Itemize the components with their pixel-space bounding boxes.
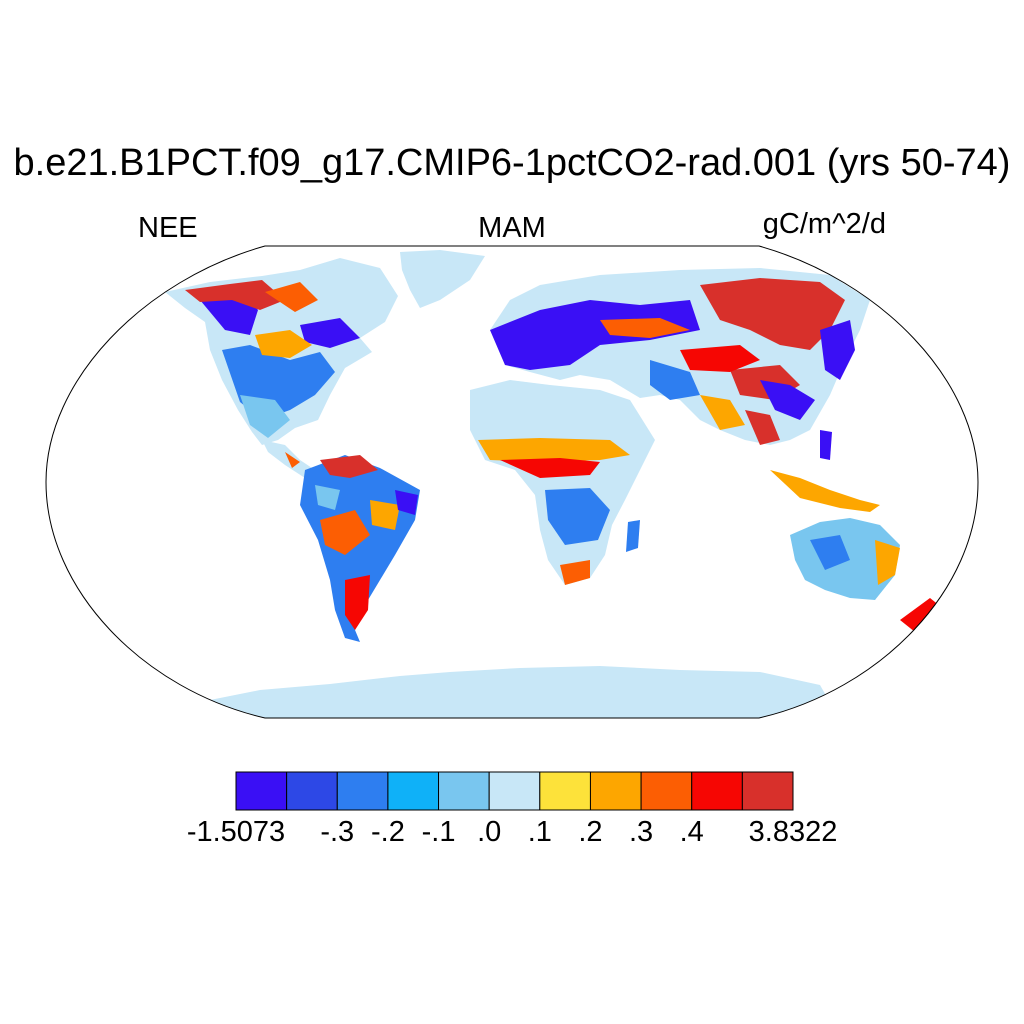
colorbar-tick-label: -1.5073: [186, 816, 286, 848]
colorbar-box: [438, 771, 490, 811]
colorbar-tick-label: .2: [578, 816, 603, 848]
colorbar-box: [741, 771, 794, 811]
antarctica: [200, 666, 840, 718]
colorbar-box: [336, 771, 389, 811]
land-fields: [165, 250, 940, 718]
colorbar-tick-label: .3: [628, 816, 654, 848]
colorbar-box: [387, 771, 440, 811]
colorbar-tick-label: -.1: [421, 816, 456, 848]
colorbar-box: [589, 771, 642, 811]
colorbar-tick-label: .1: [527, 816, 552, 848]
colorbar-tick-label: -.2: [370, 816, 405, 848]
colorbar-box: [235, 771, 288, 811]
colorbar-box: [286, 771, 338, 811]
colorbar-tick-label: .4: [679, 816, 704, 848]
colorbar-tick-label: -.3: [320, 816, 355, 848]
africa: [470, 380, 655, 585]
map-outline: [45, 245, 979, 719]
units-label: gC/m^2/d: [762, 208, 886, 240]
colorbar-box: [539, 771, 591, 811]
variable-label: NEE: [138, 212, 198, 244]
plot-title: b.e21.B1PCT.f09_g17.CMIP6-1pctCO2-rad.00…: [13, 142, 1011, 184]
colorbar-tick-label: 3.8322: [748, 816, 838, 848]
colorbar-box: [640, 771, 693, 811]
colorbar-box: [691, 771, 743, 811]
greenland: [400, 250, 485, 308]
season-label: MAM: [478, 212, 546, 244]
colorbar-tick-label: .0: [477, 816, 502, 848]
colorbar-box: [488, 771, 541, 811]
